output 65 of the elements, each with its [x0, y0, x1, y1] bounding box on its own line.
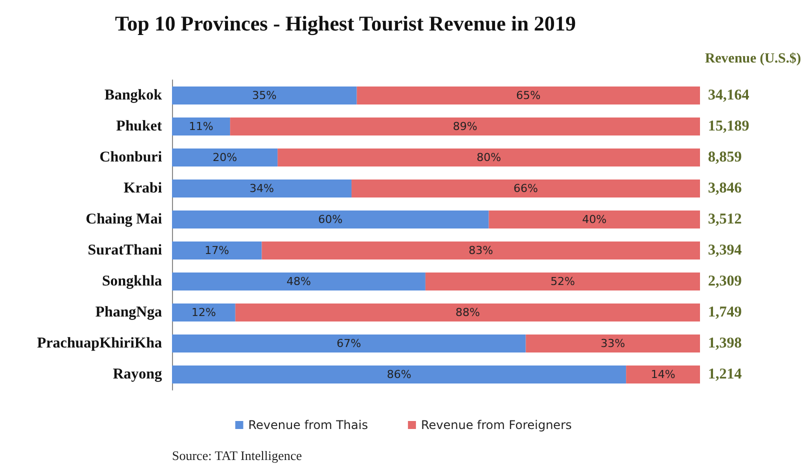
legend-label: Revenue from Foreigners: [420, 418, 572, 432]
text: 15,189: [708, 118, 750, 134]
source-note: Source: TAT Intelligence: [172, 448, 302, 463]
bar: [352, 180, 700, 198]
data-label: 12%: [191, 306, 216, 319]
y-tick-label: Songkhla: [102, 274, 162, 290]
bar: [172, 272, 426, 290]
data-label: 34%: [250, 182, 274, 195]
data-label: 67%: [336, 337, 362, 350]
text: 3,394: [708, 242, 742, 258]
text: 1,398: [708, 336, 742, 352]
y-tick-label: Krabi: [124, 180, 162, 196]
data-label: 60%: [318, 213, 343, 226]
data-label: 83%: [468, 244, 494, 257]
bar: [172, 148, 278, 166]
bar: [172, 180, 352, 198]
y-tick-label: SuratThani: [88, 242, 162, 258]
bar: [172, 86, 357, 104]
data-label: 65%: [516, 89, 541, 102]
data-label: 33%: [600, 337, 626, 350]
text: 2,309: [708, 274, 742, 290]
data-label: 66%: [514, 182, 538, 195]
bar: [235, 304, 700, 322]
text: 34,164: [708, 88, 750, 104]
data-label: 20%: [212, 151, 238, 164]
legend-label: Revenue from Thais: [248, 418, 368, 432]
data-label: 86%: [386, 368, 412, 381]
y2-axis-title: Revenue (U.S.$): [704, 52, 802, 66]
data-label: 40%: [582, 213, 607, 226]
y-tick-label: PrachuapKhiriKha: [36, 336, 162, 352]
bar: [278, 148, 700, 166]
data-label: 11%: [188, 120, 214, 133]
y-tick-label: Bangkok: [104, 88, 163, 104]
bar: [425, 272, 700, 290]
bar: [626, 366, 700, 384]
y-tick-label: Chaing Mai: [86, 212, 162, 228]
y-tick-label: PhangNga: [95, 304, 162, 320]
bar: [172, 304, 236, 322]
bar: [172, 366, 626, 384]
data-label: 48%: [286, 275, 311, 288]
text: 1,214: [708, 366, 742, 382]
data-label: 17%: [204, 244, 230, 257]
bar: [262, 242, 700, 260]
bar: [526, 334, 700, 352]
text: 3,846: [708, 180, 742, 196]
data-label: 80%: [476, 151, 502, 164]
text: 8,859: [708, 150, 742, 166]
bar: [172, 210, 489, 228]
data-label: 14%: [650, 368, 676, 381]
text: 3,512: [708, 212, 742, 228]
text: 1,749: [708, 304, 742, 320]
y-tick-label: Chonburi: [99, 150, 162, 166]
bar: [172, 242, 262, 260]
y-tick-label: Phuket: [116, 118, 162, 134]
chart-title: Top 10 Provinces - Highest Tourist Revenue in 2019: [115, 12, 576, 36]
bar: [172, 334, 526, 352]
bar: [172, 118, 230, 136]
data-label: 35%: [252, 89, 277, 102]
y-tick-label: Rayong: [112, 366, 162, 382]
bar: [356, 86, 700, 104]
data-label: 52%: [550, 275, 575, 288]
data-label: 88%: [455, 306, 480, 319]
bar: [230, 118, 700, 136]
data-label: 89%: [452, 120, 478, 133]
bar: [488, 210, 700, 228]
